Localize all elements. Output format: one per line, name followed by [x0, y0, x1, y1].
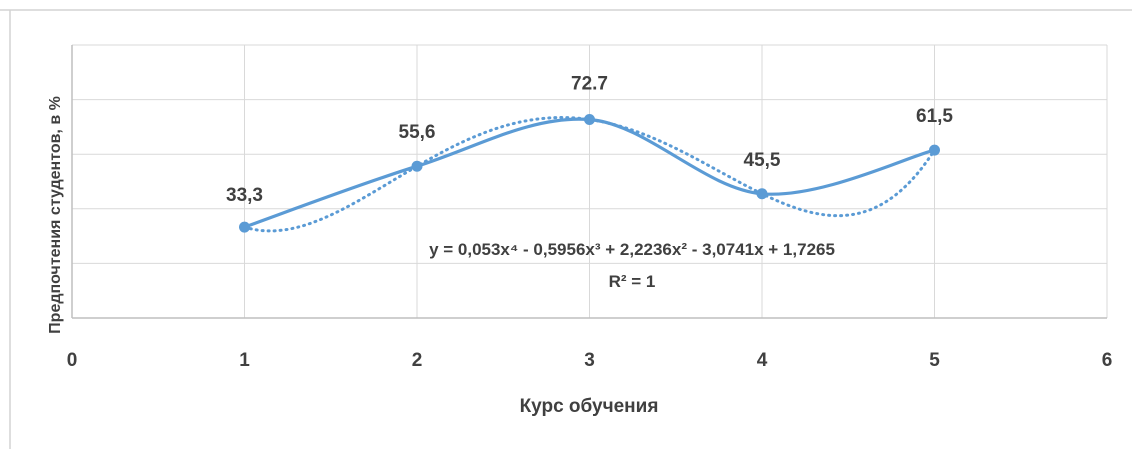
x-tick-label: 5 — [929, 350, 940, 371]
data-label: 72.7 — [571, 74, 608, 95]
data-point — [584, 114, 595, 126]
data-labels: 33,3 55,6 72.7 45,5 61,5 — [226, 74, 953, 207]
axes — [71, 45, 1107, 319]
data-points — [239, 114, 940, 233]
data-label: 45,5 — [744, 150, 781, 171]
trendline-r2: R² = 1 — [609, 272, 656, 291]
data-point — [756, 188, 768, 200]
x-tick-label: 6 — [1102, 350, 1113, 371]
x-tick-labels: 0 1 2 3 4 5 6 — [67, 350, 1113, 371]
x-tick-label: 3 — [584, 350, 595, 371]
data-label: 61,5 — [916, 106, 953, 127]
x-tick-label: 1 — [239, 350, 250, 371]
data-label: 55,6 — [399, 122, 436, 143]
trendline-equation: y = 0,053x⁴ - 0,5956x³ + 2,2236x² - 3,07… — [429, 240, 835, 259]
x-tick-label: 0 — [67, 350, 78, 371]
data-point — [239, 221, 250, 233]
data-point — [411, 160, 423, 172]
x-tick-label: 4 — [757, 350, 768, 371]
grid — [72, 44, 1108, 318]
y-axis-label: Предпочтения студентов, в % — [47, 96, 64, 334]
data-label: 33,3 — [226, 185, 263, 206]
data-point — [929, 144, 940, 156]
x-tick-label: 2 — [412, 350, 423, 371]
x-axis-label: Курс обучения — [520, 396, 659, 417]
